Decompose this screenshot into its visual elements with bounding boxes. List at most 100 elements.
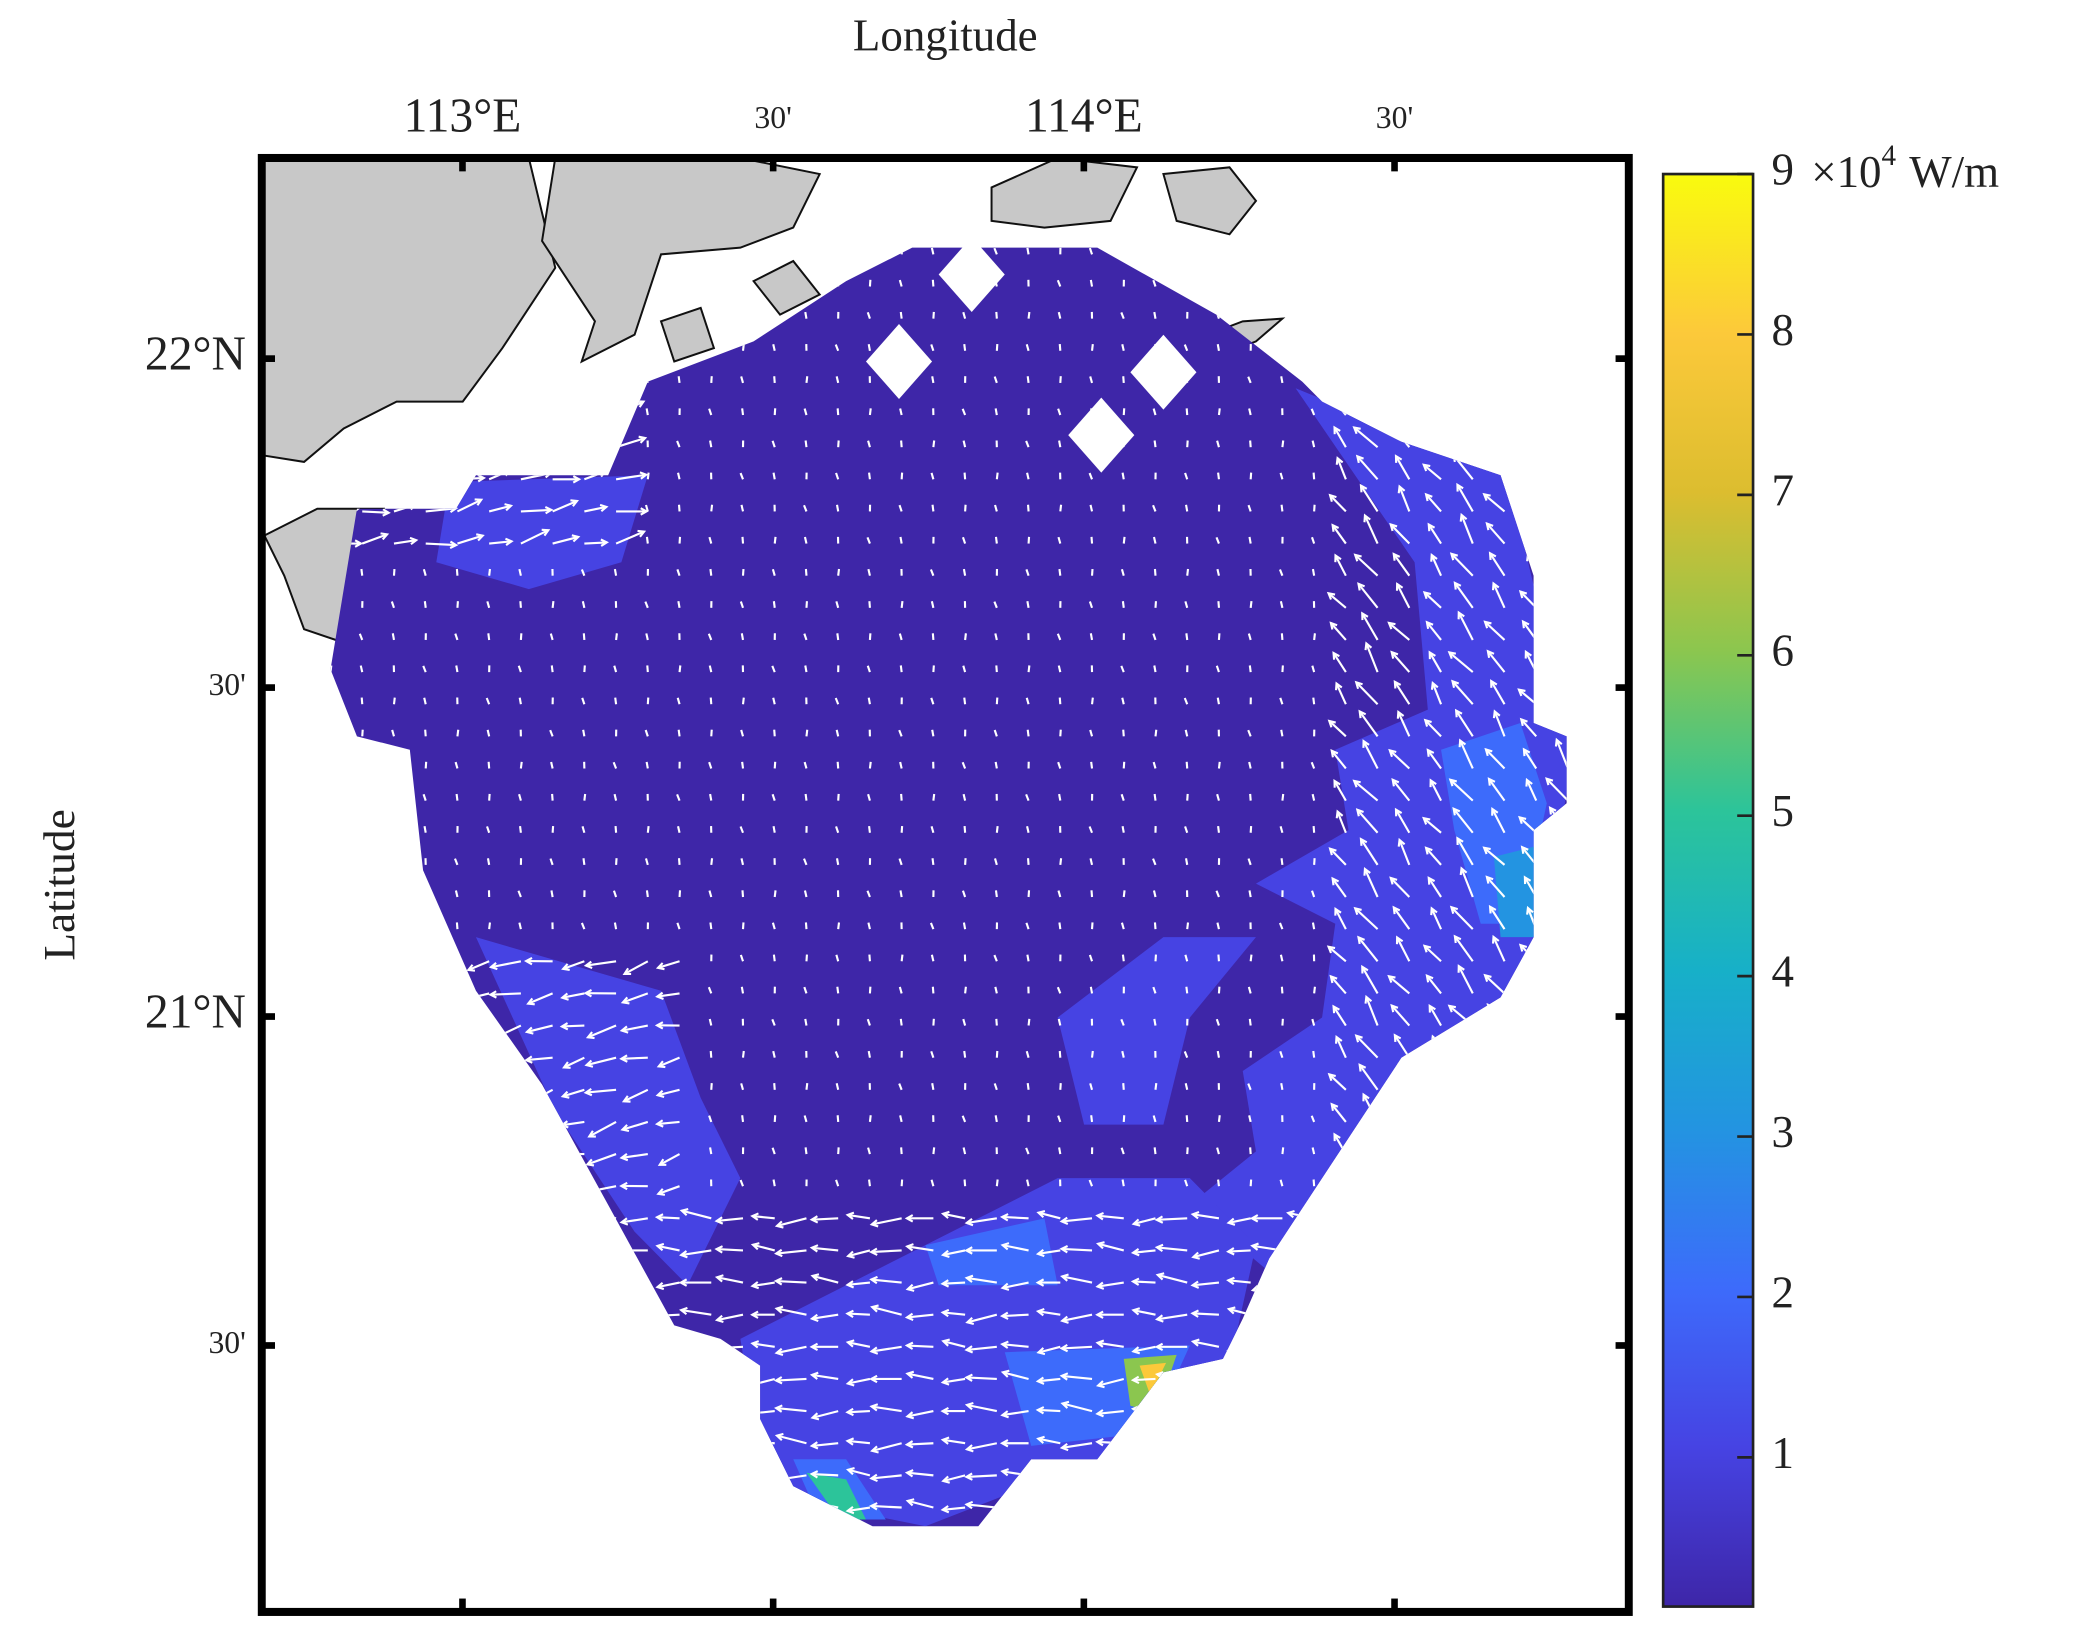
arrow: [804, 568, 808, 576]
arrow-head: [940, 1249, 950, 1258]
arrow: [1057, 1018, 1062, 1026]
arrow: [836, 279, 840, 287]
arrow: [563, 1056, 585, 1069]
arrow-head: [999, 1213, 1009, 1222]
arrow-head: [1387, 268, 1396, 277]
arrow-head: [1491, 581, 1500, 591]
arrow: [1122, 536, 1126, 544]
arrow: [1153, 311, 1157, 319]
arrow: [1025, 440, 1030, 448]
arrow: [1491, 808, 1506, 834]
arrow: [1313, 986, 1316, 994]
arrow-head: [809, 1244, 819, 1253]
arrow-head: [1326, 945, 1336, 954]
arrow-head: [505, 537, 514, 546]
arrow-head: [1522, 747, 1531, 757]
arrow: [644, 729, 649, 737]
arrow-head: [620, 1124, 630, 1133]
arrow-head: [428, 1404, 438, 1414]
arrow: [1038, 1437, 1061, 1445]
arrow: [776, 1307, 807, 1316]
arrow: [963, 1179, 967, 1187]
arrow: [1537, 1212, 1567, 1220]
arrow-head: [640, 507, 649, 516]
arrow: [1061, 1501, 1093, 1509]
arrow-head: [1358, 1063, 1367, 1072]
arrow-head: [1394, 1161, 1403, 1170]
arrow: [1521, 493, 1538, 513]
arrow: [964, 633, 967, 641]
arrow: [621, 1474, 648, 1478]
arrow: [1537, 1506, 1567, 1514]
arrow: [391, 858, 396, 866]
arrow: [871, 1442, 902, 1452]
arrow-head: [1035, 1504, 1045, 1513]
arrow: [582, 858, 586, 866]
arrow: [716, 1345, 744, 1350]
arrow: [776, 1434, 807, 1445]
arrow: [677, 472, 681, 480]
arrow: [752, 1243, 775, 1252]
arrow: [358, 633, 364, 641]
arrow: [752, 1342, 775, 1348]
arrow: [1554, 258, 1567, 287]
arrow-head: [999, 1311, 1009, 1320]
arrow-head: [1552, 835, 1561, 845]
arrow: [1330, 750, 1347, 770]
arrow-head: [750, 1408, 759, 1417]
arrow-head: [1536, 1337, 1545, 1346]
arrow-head: [464, 1470, 474, 1479]
arrow-head: [369, 1275, 379, 1284]
arrow: [1153, 1147, 1157, 1155]
arrow: [929, 922, 935, 930]
arrow: [739, 954, 745, 962]
arrow-head: [1522, 1101, 1531, 1110]
arrow: [1058, 344, 1062, 351]
arrow: [551, 601, 555, 608]
arrow-head: [750, 1242, 760, 1251]
arrow-head: [1519, 364, 1528, 373]
arrow: [621, 1217, 648, 1224]
arrow: [520, 378, 552, 384]
arrow-head: [1482, 492, 1491, 501]
arrow: [995, 1179, 999, 1187]
arrow: [1132, 1280, 1156, 1284]
arrow-head: [1155, 1272, 1165, 1281]
arrow: [1057, 408, 1062, 416]
arrow: [1247, 986, 1252, 994]
arrow-head: [1380, 1504, 1390, 1513]
arrow: [907, 1372, 934, 1381]
arrow: [583, 793, 587, 801]
arrow-head: [1486, 1002, 1495, 1012]
colorbar-label-exponent: 4: [1882, 140, 1897, 172]
arrow-head: [1422, 1170, 1431, 1179]
arrow-head: [1476, 1404, 1485, 1414]
arrow: [1089, 504, 1094, 512]
arrow: [466, 1313, 490, 1320]
arrow-head: [334, 1156, 344, 1165]
arrow-head: [1333, 1132, 1341, 1142]
arrow-head: [1422, 590, 1432, 600]
arrow: [708, 665, 713, 673]
arrow: [740, 376, 745, 384]
arrow-head: [1486, 649, 1495, 659]
arrow: [657, 1470, 680, 1477]
arrow: [1251, 1442, 1283, 1446]
arrow-head: [750, 1506, 760, 1516]
arrow: [803, 1115, 808, 1123]
arrow-head: [1524, 649, 1532, 659]
arrow-head: [1190, 1379, 1200, 1388]
arrow: [1287, 1310, 1315, 1316]
arrow: [645, 408, 649, 416]
arrow-head: [504, 503, 514, 512]
arrow-head: [393, 1090, 403, 1099]
arrow: [1430, 907, 1443, 930]
arrow-head: [1327, 1072, 1336, 1082]
arrow: [1122, 729, 1125, 737]
arrow: [835, 1083, 840, 1091]
arrow-head: [1488, 904, 1497, 914]
arrow: [1037, 1249, 1061, 1255]
arrow: [847, 1468, 871, 1477]
arrow: [1418, 1375, 1442, 1381]
arrow: [552, 370, 577, 384]
